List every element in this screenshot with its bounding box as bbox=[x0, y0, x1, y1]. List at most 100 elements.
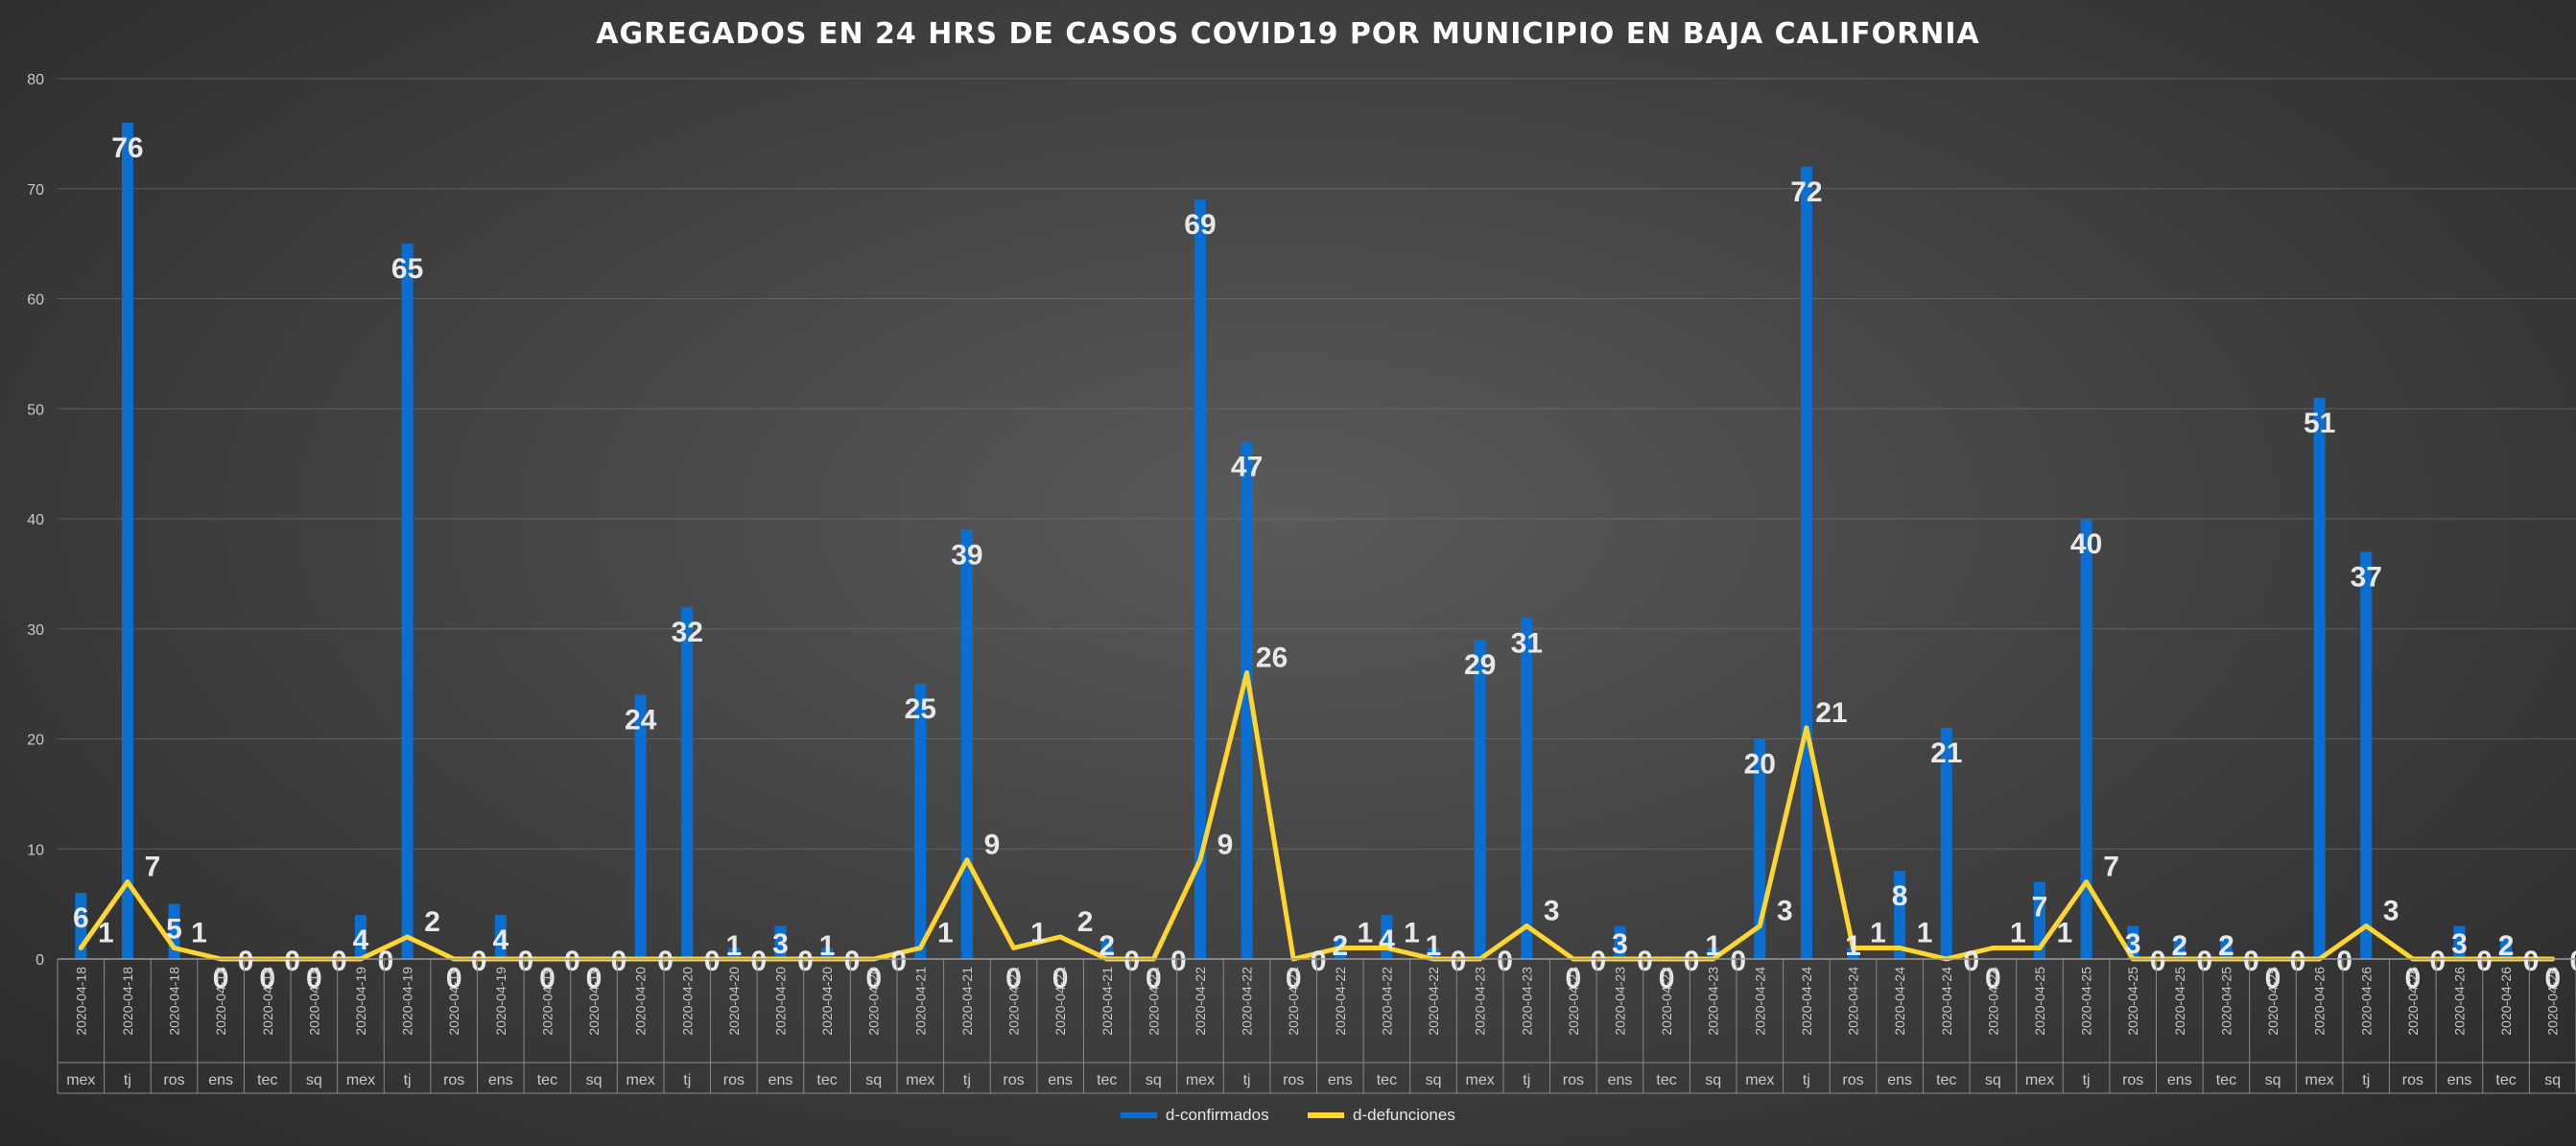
x-tick-label-municipio: ros bbox=[1283, 1072, 1304, 1088]
bar-confirmados bbox=[634, 694, 647, 959]
bar-confirmados bbox=[727, 947, 740, 959]
bar-confirmados bbox=[1940, 728, 1952, 959]
x-tick-label-municipio: tj bbox=[1803, 1072, 1810, 1088]
x-tick-label-date: 2020-04-26 bbox=[2451, 967, 2467, 1036]
data-label-confirmados: 3 bbox=[2451, 928, 2468, 960]
data-label-defunciones: 0 bbox=[797, 946, 814, 977]
x-tick-label-municipio: ros bbox=[1003, 1072, 1024, 1088]
data-label-confirmados: 32 bbox=[672, 617, 703, 648]
x-tick-label-date: 2020-04-24 bbox=[1752, 967, 1767, 1036]
data-label-defunciones: 0 bbox=[1170, 946, 1187, 977]
x-tick-label-date: 2020-04-26 bbox=[2312, 967, 2328, 1036]
data-label-confirmados: 0 bbox=[306, 963, 322, 994]
x-tick-label-municipio: mex bbox=[1186, 1072, 1215, 1088]
data-label-confirmados: 0 bbox=[259, 963, 275, 994]
x-tick-label-municipio: tec bbox=[816, 1072, 837, 1088]
y-tick-label: 0 bbox=[35, 952, 44, 969]
x-tick-label-municipio: mex bbox=[1466, 1072, 1495, 1088]
bar-confirmados bbox=[2500, 937, 2513, 959]
bar-confirmados bbox=[121, 122, 133, 959]
data-label-defunciones: 3 bbox=[1544, 896, 1560, 927]
data-label-defunciones: 0 bbox=[1497, 946, 1513, 977]
x-tick-label-date: 2020-04-23 bbox=[1659, 967, 1674, 1036]
x-tick-label-municipio: ros bbox=[723, 1072, 744, 1088]
data-label-confirmados: 5 bbox=[166, 914, 182, 946]
point-defunciones bbox=[1804, 725, 1809, 731]
x-tick-label-municipio: ens bbox=[2447, 1072, 2472, 1088]
x-tick-label-date: 2020-04-23 bbox=[1519, 967, 1534, 1036]
data-label-defunciones: 0 bbox=[1311, 946, 1327, 977]
x-tick-label-municipio: sq bbox=[865, 1072, 882, 1088]
data-label-defunciones: 1 bbox=[1030, 918, 1047, 949]
x-tick-label-date: 2020-04-21 bbox=[1146, 967, 1161, 1036]
x-tick-label-municipio: ros bbox=[1842, 1072, 1863, 1088]
data-label-confirmados: 7 bbox=[2032, 892, 2048, 924]
data-label-defunciones: 0 bbox=[611, 946, 627, 977]
data-label-confirmados: 0 bbox=[1985, 963, 2001, 994]
data-label-confirmados: 1 bbox=[1845, 930, 1861, 962]
x-tick-label-date: 2020-04-18 bbox=[306, 967, 321, 1036]
x-tick-label-date: 2020-04-19 bbox=[400, 967, 415, 1036]
x-tick-label-date: 2020-04-21 bbox=[1006, 967, 1022, 1036]
data-label-defunciones: 0 bbox=[1963, 946, 1979, 977]
data-label-confirmados: 47 bbox=[1231, 452, 1263, 483]
data-label-confirmados: 37 bbox=[2351, 561, 2382, 593]
data-label-defunciones: 0 bbox=[2569, 946, 2576, 977]
x-tick-label-date: 2020-04-23 bbox=[1706, 967, 1721, 1036]
data-label-defunciones: 0 bbox=[1123, 946, 1140, 977]
data-label-defunciones: 0 bbox=[517, 946, 533, 977]
data-label-defunciones: 3 bbox=[1777, 896, 1793, 927]
x-tick-label-date: 2020-04-21 bbox=[912, 967, 928, 1036]
point-defunciones bbox=[1244, 670, 1250, 676]
point-defunciones bbox=[2037, 946, 2043, 951]
data-label-defunciones: 7 bbox=[145, 852, 161, 883]
x-tick-label-date: 2020-04-18 bbox=[167, 967, 182, 1036]
data-label-confirmados: 31 bbox=[1511, 627, 1543, 659]
data-label-confirmados: 0 bbox=[539, 963, 555, 994]
x-tick-label-municipio: tj bbox=[683, 1072, 691, 1088]
data-label-confirmados: 24 bbox=[625, 705, 657, 737]
data-label-defunciones: 0 bbox=[1730, 946, 1746, 977]
x-tick-label-municipio: ens bbox=[1887, 1072, 1912, 1088]
legend-item-defunciones[interactable]: d-defunciones bbox=[1308, 1106, 1455, 1125]
x-tick-label-date: 2020-04-21 bbox=[1052, 967, 1068, 1036]
x-tick-label-municipio: sq bbox=[586, 1072, 603, 1088]
bar-confirmados bbox=[774, 925, 787, 959]
legend-item-confirmados[interactable]: d-confirmados bbox=[1121, 1106, 1269, 1125]
x-tick-label-date: 2020-04-25 bbox=[2079, 967, 2094, 1036]
point-defunciones bbox=[1851, 946, 1856, 951]
x-tick-label-municipio: ros bbox=[2122, 1072, 2143, 1088]
data-label-defunciones: 0 bbox=[657, 946, 674, 977]
bar-confirmados bbox=[914, 684, 927, 959]
data-label-defunciones: 0 bbox=[1591, 946, 1607, 977]
bar-confirmados bbox=[2173, 937, 2186, 959]
x-tick-label-date: 2020-04-20 bbox=[819, 967, 835, 1036]
data-label-defunciones: 0 bbox=[564, 946, 580, 977]
data-label-defunciones: 0 bbox=[704, 946, 721, 977]
x-tick-label-date: 2020-04-25 bbox=[2265, 967, 2281, 1036]
chart-title: AGREGADOS EN 24 HRS DE CASOS COVID19 POR… bbox=[596, 17, 1980, 51]
y-tick-label: 40 bbox=[27, 512, 44, 528]
data-label-defunciones: 2 bbox=[1077, 906, 1094, 938]
data-label-defunciones: 0 bbox=[331, 946, 347, 977]
x-tick-label-date: 2020-04-18 bbox=[73, 967, 88, 1036]
x-tick-label-municipio: ros bbox=[163, 1072, 184, 1088]
data-label-defunciones: 0 bbox=[890, 946, 907, 977]
bar-confirmados bbox=[1614, 925, 1626, 959]
y-tick-label: 70 bbox=[27, 182, 44, 199]
x-tick-label-date: 2020-04-22 bbox=[1333, 967, 1348, 1036]
x-tick-label-municipio: ros bbox=[1563, 1072, 1584, 1088]
legend-swatch-defunciones bbox=[1308, 1112, 1345, 1119]
point-defunciones bbox=[1524, 924, 1529, 929]
x-tick-label-municipio: ens bbox=[1608, 1072, 1633, 1088]
data-label-confirmados: 51 bbox=[2304, 408, 2335, 439]
bar-confirmados bbox=[2080, 519, 2092, 959]
data-label-defunciones: 0 bbox=[2196, 946, 2212, 977]
data-label-confirmados: 76 bbox=[111, 132, 143, 164]
data-label-defunciones: 9 bbox=[1217, 830, 1234, 861]
data-label-confirmados: 2 bbox=[1332, 930, 1348, 962]
bar-confirmados bbox=[1474, 640, 1486, 959]
data-label-defunciones: 0 bbox=[2430, 946, 2446, 977]
